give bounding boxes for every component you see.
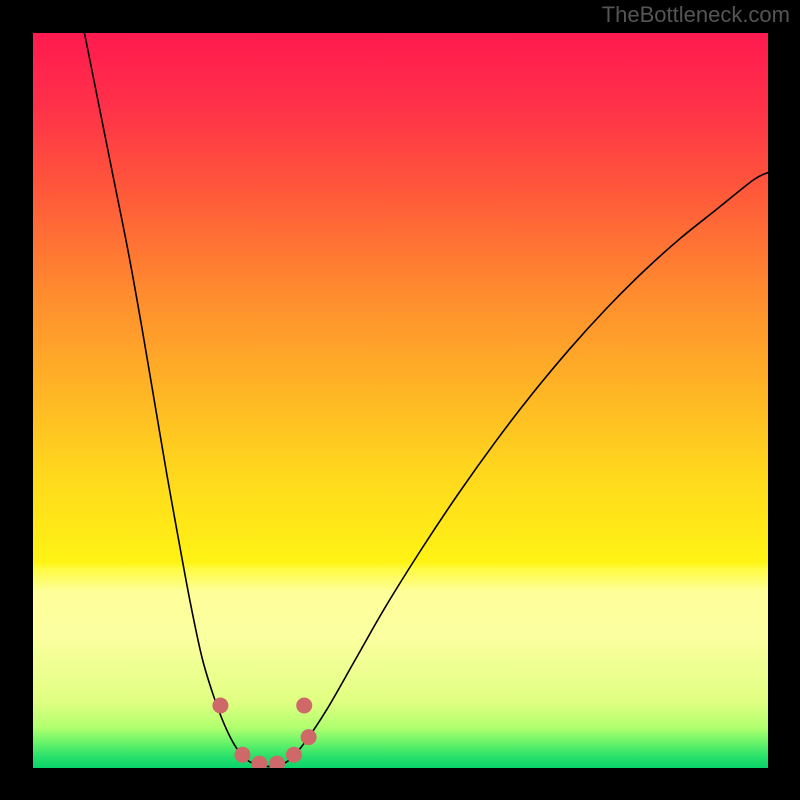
- heat-gradient-background: [33, 33, 768, 768]
- plot-area: [33, 33, 768, 768]
- watermark-text: TheBottleneck.com: [602, 2, 790, 28]
- chart-frame: TheBottleneck.com: [0, 0, 800, 800]
